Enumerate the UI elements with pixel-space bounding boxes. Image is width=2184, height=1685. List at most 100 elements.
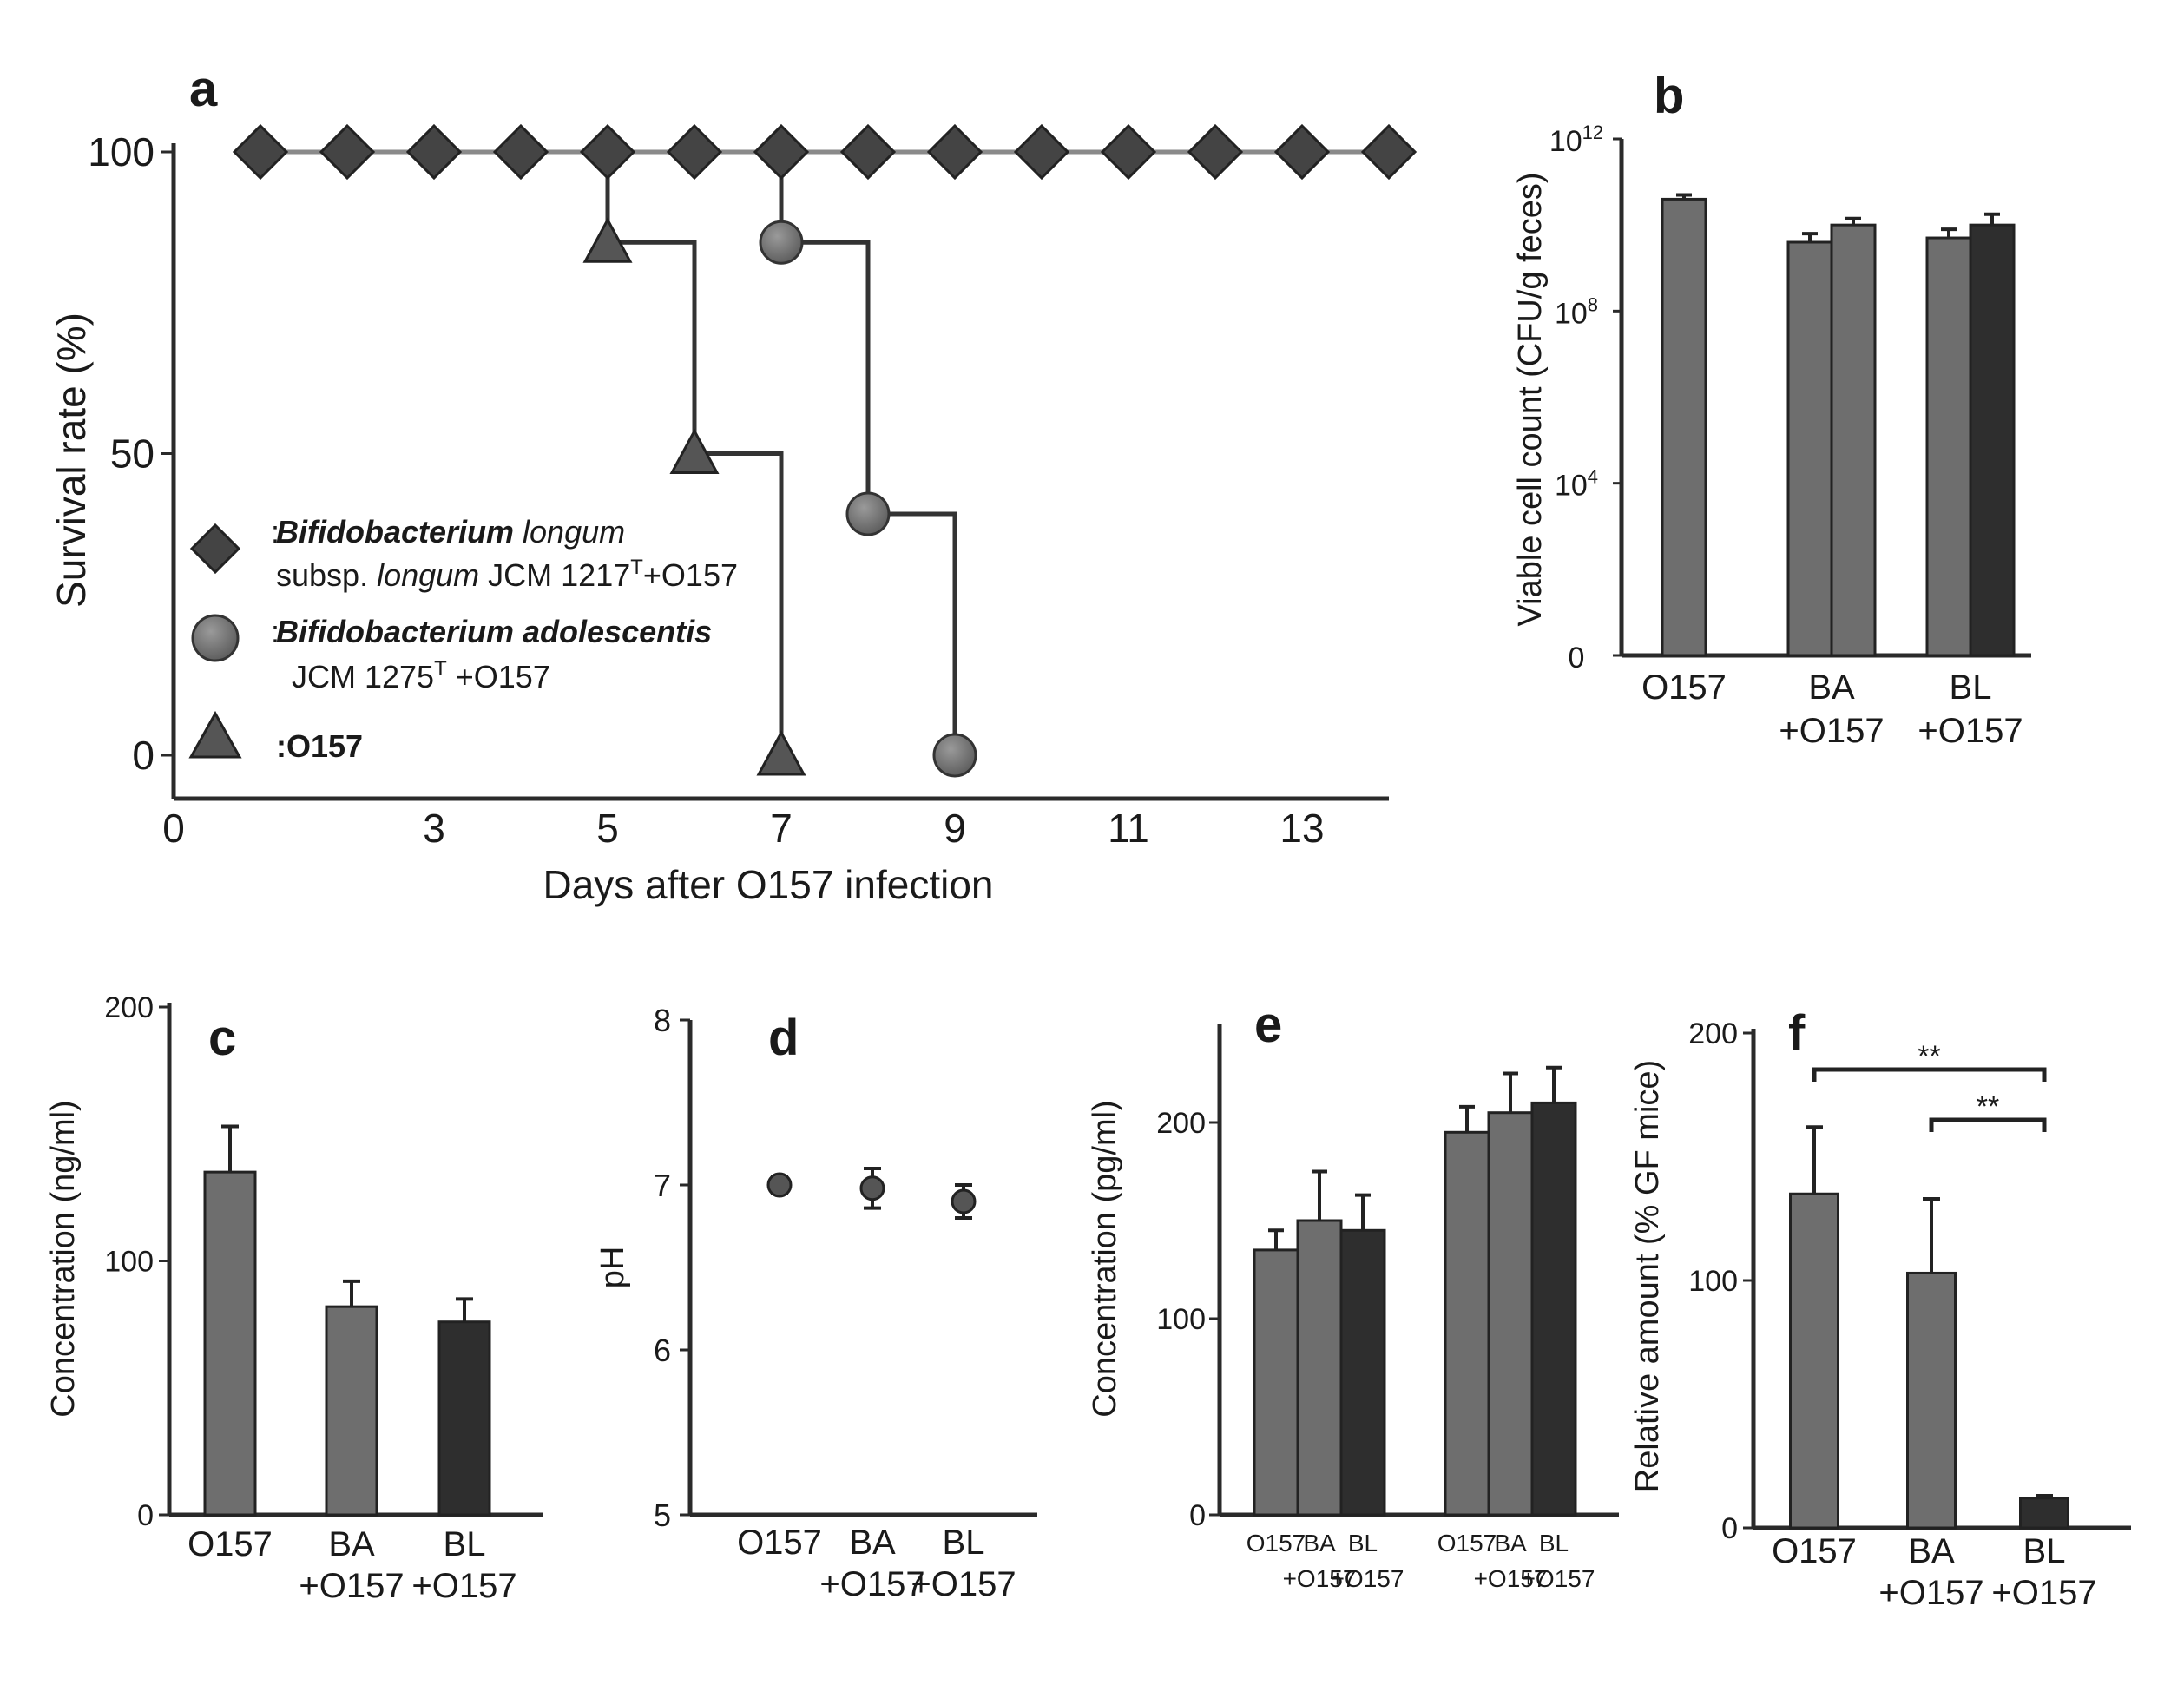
panel-b: b Viable cell count (CFU/g feces) 1012 10… — [1512, 68, 2031, 750]
panel-f-y-tick-label: 0 — [1721, 1512, 1738, 1545]
panel-d-x-label: +O157 — [911, 1565, 1016, 1603]
panel-a-x-tick-label: 5 — [596, 806, 619, 851]
panel-c: c Concentration (ng/ml) 0100200 O157BA+O… — [45, 991, 543, 1605]
panel-a-letter: a — [189, 61, 218, 117]
panel-b-y-tick-label: 0 — [1569, 642, 1585, 675]
panel-c-y-label: Concentration (ng/ml) — [45, 1100, 82, 1417]
panel-b-x-label: BL — [1950, 668, 1992, 707]
legend-circle-icon — [193, 615, 238, 661]
panel-c-bar — [439, 1322, 490, 1515]
panel-e-y-tick-label: 100 — [1156, 1303, 1206, 1336]
figure: a 050100 035791113 Days after O157 infec… — [0, 0, 2184, 1685]
panel-c-x-label: +O157 — [299, 1567, 404, 1605]
panel-f-significance-label: ** — [1977, 1090, 1999, 1123]
panel-d-y-tick-label: 8 — [654, 1003, 671, 1038]
panel-a-x-tick-label: 3 — [423, 806, 445, 851]
panel-d-x-label: BA — [849, 1524, 896, 1562]
panel-d-letter: d — [768, 1010, 799, 1066]
panel-e-bar — [1489, 1113, 1532, 1515]
series-diamond-marker — [929, 126, 981, 178]
panel-c-x-label: +O157 — [411, 1567, 516, 1605]
panel-b-x-label: +O157 — [1918, 712, 2023, 750]
panel-f-x-label: O157 — [1772, 1532, 1857, 1570]
legend-circle-line2: JCM 1275T +O157 — [292, 657, 550, 694]
panel-e-x-label: BL — [1539, 1530, 1569, 1557]
panel-f-y-label: Relative amount (% GF mice) — [1629, 1060, 1666, 1492]
panel-e-bar — [1445, 1132, 1489, 1515]
panel-b-bar — [1927, 238, 1970, 655]
panel-f-y-tick-label: 100 — [1688, 1265, 1738, 1298]
series-circle-marker — [760, 221, 802, 263]
panel-e-x-label: +O157 — [1522, 1565, 1595, 1592]
panel-b-x-label: O157 — [1641, 668, 1727, 707]
legend-diamond-icon — [192, 525, 239, 572]
legend-diamond-line1: Bifidobacterium longum — [276, 514, 625, 550]
panel-e-bar — [1532, 1102, 1576, 1515]
panel-f-x-label: BL — [2023, 1532, 2066, 1570]
panel-b-y-label: Viable cell count (CFU/g feces) — [1512, 172, 1549, 626]
panel-f-x-label: +O157 — [1878, 1574, 1983, 1612]
series-circle-marker — [847, 493, 889, 535]
panel-a-x-tick-label: 7 — [770, 806, 793, 851]
panel-a-x-label: Days after O157 infection — [543, 862, 993, 907]
panel-a-x-tick-label: 9 — [944, 806, 966, 851]
panel-b-y-tick-label: 108 — [1555, 293, 1598, 330]
series-diamond-marker — [1102, 126, 1154, 178]
panel-f-bar — [2021, 1498, 2069, 1528]
panel-d-y-tick-label: 6 — [654, 1333, 671, 1368]
panel-b-bar — [1970, 225, 2014, 655]
series-diamond-marker — [1276, 126, 1328, 178]
panel-c-bar — [326, 1307, 377, 1515]
panel-b-bar — [1788, 242, 1832, 655]
series-diamond-marker — [1189, 126, 1241, 178]
panel-e-x-label: O157 — [1437, 1530, 1497, 1557]
panel-e-x-label: BA — [1303, 1530, 1336, 1557]
panel-f-x-label: +O157 — [1991, 1574, 2096, 1612]
panel-c-bar — [205, 1172, 255, 1515]
series-diamond-marker — [1016, 126, 1068, 178]
panel-e-x-label: O157 — [1247, 1530, 1306, 1557]
panel-a-legend: Bifidobacterium longum subsp. longum JCM… — [191, 514, 738, 764]
panel-e-x-label: BL — [1348, 1530, 1378, 1557]
panel-b-y-tick-label: 1012 — [1549, 122, 1603, 158]
panel-f-x-label: BA — [1908, 1532, 1955, 1570]
legend-diamond-line2: subsp. longum JCM 1217T+O157 — [276, 556, 738, 593]
series-circle-marker — [934, 734, 976, 776]
series-diamond-marker — [234, 126, 286, 178]
panel-f-significance-label: ** — [1918, 1040, 1940, 1073]
svg-text::: : — [271, 514, 280, 550]
panel-d-point — [952, 1190, 975, 1213]
series-diamond-marker — [582, 126, 634, 178]
panel-a-x-tick-label: 13 — [1279, 806, 1324, 851]
panel-b-letter: b — [1654, 68, 1684, 124]
panel-f-bar — [1908, 1273, 1956, 1528]
panel-a-x-tick-label: 11 — [1108, 806, 1149, 851]
legend-circle-line1: Bifidobacterium adolescentis — [276, 614, 712, 649]
panel-b-bar — [1662, 199, 1706, 655]
series-diamond-marker — [668, 126, 720, 178]
panel-d-x-label: O157 — [737, 1524, 822, 1562]
panel-e-bar — [1298, 1221, 1341, 1515]
panel-c-x-label: O157 — [187, 1525, 273, 1563]
panel-e-y-tick-label: 200 — [1156, 1107, 1206, 1140]
series-diamond-marker — [495, 126, 547, 178]
panel-e-bar — [1341, 1230, 1385, 1515]
panel-c-y-tick-label: 200 — [104, 991, 154, 1024]
panel-a-y-tick-label: 100 — [88, 129, 155, 174]
panel-e-y-tick-label: 0 — [1189, 1499, 1206, 1532]
panel-b-x-label: +O157 — [1779, 712, 1884, 750]
series-circle-line — [781, 152, 955, 755]
panel-d-x-label: +O157 — [819, 1565, 924, 1603]
panel-d-point — [768, 1174, 791, 1196]
panel-e-x-label: BA — [1494, 1530, 1527, 1557]
panel-f: f Relative amount (% GF mice) 0100200 **… — [1629, 1005, 2131, 1612]
panel-e-x-label: +O157 — [1331, 1565, 1404, 1592]
panel-d-y-label: pH — [595, 1247, 631, 1289]
series-diamond-marker — [408, 126, 460, 178]
panel-f-y-tick-label: 200 — [1688, 1017, 1738, 1050]
panel-e-letter: e — [1254, 997, 1282, 1053]
panel-e-bar — [1254, 1250, 1298, 1515]
panel-c-y-tick-label: 100 — [104, 1246, 154, 1279]
series-triangle-marker — [759, 733, 804, 774]
panel-e-y-label: Concentration (pg/ml) — [1087, 1100, 1123, 1417]
